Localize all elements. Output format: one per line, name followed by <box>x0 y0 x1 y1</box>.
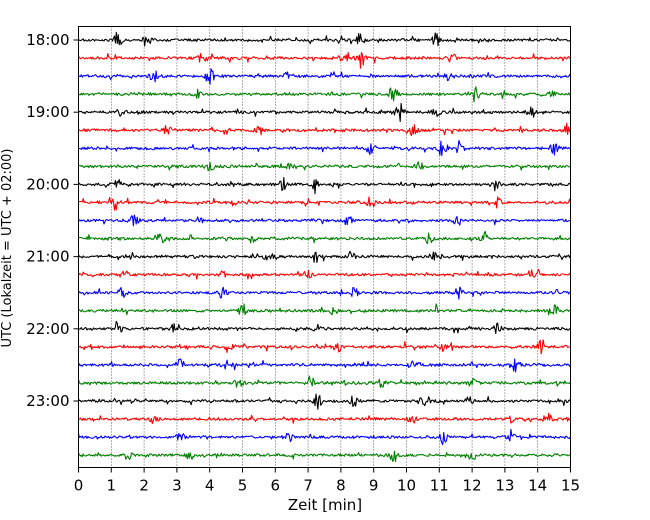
trace-2045 <box>78 230 572 245</box>
y-tick-label: 22:00 <box>26 320 69 338</box>
y-tick-label: 21:00 <box>26 248 69 266</box>
x-tick-label: 15 <box>561 477 580 495</box>
trace-1800 <box>78 31 571 47</box>
trace-2015 <box>78 196 572 211</box>
x-axis-label: Zeit [min] <box>288 496 362 514</box>
x-tick-label: 11 <box>430 477 449 495</box>
traces <box>77 31 572 463</box>
x-tick-label: 5 <box>238 477 248 495</box>
x-tick-label: 13 <box>495 477 514 495</box>
trace-2000 <box>78 176 571 195</box>
y-tick-label: 18:00 <box>26 31 69 49</box>
x-tick-label: 1 <box>107 477 117 495</box>
x-tick-label: 12 <box>463 477 482 495</box>
x-tick-label: 14 <box>528 477 547 495</box>
x-tick-label: 8 <box>336 477 346 495</box>
trace-2345 <box>78 450 571 463</box>
trace-2145 <box>78 303 571 316</box>
x-axis: 0 1 2 3 4 5 6 7 8 9 10 11 12 13 14 15 <box>74 467 580 495</box>
trace-1945 <box>78 161 571 172</box>
x-tick-label: 7 <box>303 477 313 495</box>
y-axis-label: UTC (Lokalzeit = UTC + 02:00) <box>0 149 15 348</box>
y-tick-label: 19:00 <box>26 103 69 121</box>
plot-frame <box>78 26 571 468</box>
trace-2200 <box>78 320 571 335</box>
trace-2115 <box>77 268 571 280</box>
trace-1915 <box>78 122 571 137</box>
trace-2215 <box>78 339 571 355</box>
trace-2300 <box>78 393 571 410</box>
trace-2100 <box>78 250 571 264</box>
trace-1830 <box>78 68 571 85</box>
x-tick-label: 9 <box>369 477 379 495</box>
trace-2130 <box>78 286 571 300</box>
trace-1815 <box>78 51 571 69</box>
trace-2230 <box>77 358 571 373</box>
y-tick-label: 20:00 <box>26 175 69 193</box>
trace-2315 <box>78 412 571 425</box>
x-tick-label: 3 <box>172 477 182 495</box>
trace-1845 <box>78 86 571 103</box>
trace-1900 <box>78 102 571 122</box>
trace-1930 <box>78 139 571 157</box>
x-tick-label: 4 <box>205 477 215 495</box>
x-tick-label: 6 <box>271 477 281 495</box>
trace-2330 <box>77 428 572 446</box>
x-tick-label: 10 <box>397 477 416 495</box>
trace-2245 <box>77 375 571 388</box>
x-tick-label: 0 <box>74 477 84 495</box>
y-axis: 18:00 19:00 20:00 21:00 22:00 23:00 <box>26 31 79 410</box>
x-tick-label: 2 <box>139 477 149 495</box>
trace-2030 <box>78 214 571 227</box>
y-tick-label: 23:00 <box>26 392 69 410</box>
